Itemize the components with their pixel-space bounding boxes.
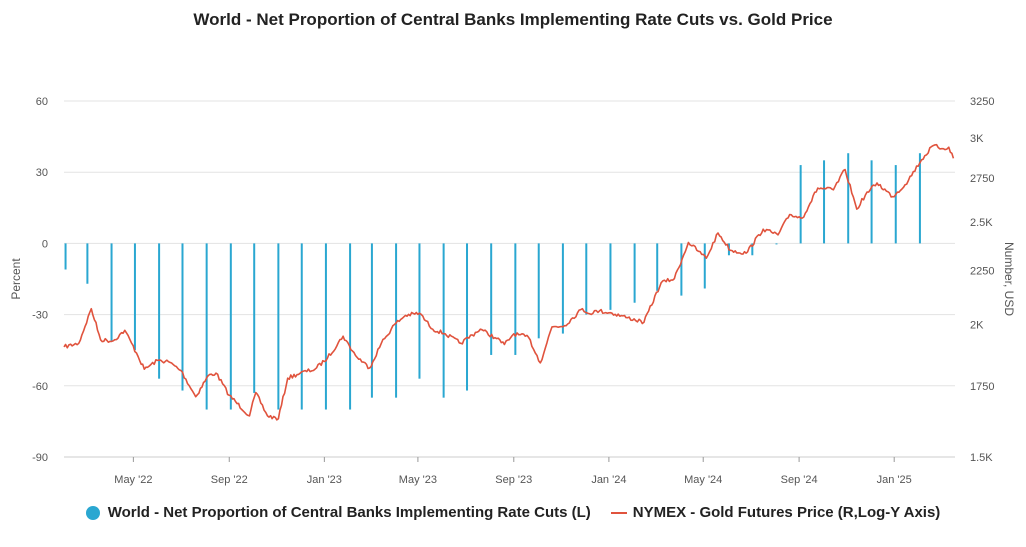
x-tick-label: Sep '23: [495, 474, 532, 486]
bar: [86, 243, 89, 284]
bar: [133, 243, 136, 351]
x-tick-label: May '23: [399, 474, 437, 486]
bar: [253, 243, 256, 393]
bar: [490, 243, 493, 355]
x-tick-label: May '24: [684, 474, 722, 486]
legend: World - Net Proportion of Central Banks …: [0, 504, 1026, 521]
grid-layer: [64, 100, 955, 458]
y-tick-label-right: 1750: [970, 381, 994, 393]
bar: [349, 243, 352, 410]
bar: [324, 243, 327, 410]
bar: [277, 243, 280, 410]
y-tick-label-left: -30: [32, 310, 48, 322]
bar: [466, 243, 469, 391]
bar: [870, 160, 873, 244]
x-tick-label: Sep '22: [211, 474, 248, 486]
bar: [703, 243, 706, 289]
gold-price-line: [63, 143, 955, 421]
bar: [395, 243, 398, 398]
line-series: [63, 143, 955, 421]
y-tick-label-right: 2K: [970, 320, 984, 332]
bar: [656, 243, 659, 291]
y-tick-label-right: 1.5K: [970, 452, 993, 464]
bar: [680, 243, 683, 296]
bar: [775, 243, 778, 245]
bar: [823, 160, 826, 244]
bar: [64, 243, 67, 270]
y-tick-label-left: -60: [32, 381, 48, 393]
bar: [561, 243, 564, 334]
y-tick-label-right: 2750: [970, 173, 994, 185]
bar: [181, 243, 184, 391]
y-tick-label-right: 3250: [970, 96, 994, 108]
legend-line-icon: [610, 511, 627, 514]
y-tick-label-left: 30: [36, 167, 48, 179]
bar: [894, 165, 897, 244]
bar: [918, 153, 921, 244]
bar: [751, 243, 754, 256]
axis-layer: 60 30 0 -30 -60 -90 3250 3K 2750 2.5K 2250 2K 1750 1.…: [32, 96, 994, 486]
x-tick-label: Jan '23: [307, 474, 342, 486]
bar: [205, 243, 208, 410]
bar: [229, 243, 232, 410]
x-tick-label: May '22: [114, 474, 152, 486]
bar: [418, 243, 421, 379]
bar: [633, 243, 636, 303]
legend-label-gold: NYMEX - Gold Futures Price (R,Log-Y Axis…: [632, 504, 941, 521]
x-tick-label: Sep '24: [781, 474, 818, 486]
bar: [537, 243, 540, 339]
y-tick-label-left: 0: [42, 238, 48, 250]
legend-item-rate-cuts[interactable]: World - Net Proportion of Central Banks …: [85, 504, 591, 521]
bar: [799, 165, 802, 244]
bar: [110, 243, 113, 341]
x-tick-label: Jan '24: [591, 474, 626, 486]
legend-label-rate-cuts: World - Net Proportion of Central Banks …: [107, 504, 591, 521]
bar: [847, 153, 850, 244]
y-tick-label-left: 60: [36, 96, 48, 108]
bar-series: [64, 153, 921, 410]
bar: [158, 243, 161, 379]
bar: [514, 243, 517, 355]
y-tick-label-right: 3K: [970, 133, 984, 145]
bar: [370, 243, 373, 398]
y-tick-label-right: 2.5K: [970, 217, 993, 229]
legend-circle-icon: [85, 505, 100, 520]
x-tick-label: Jan '25: [877, 474, 912, 486]
y-tick-label-left: -90: [32, 452, 48, 464]
y-axis-label-right: Number, USD: [1002, 242, 1016, 316]
chart-title: World - Net Proportion of Central Banks …: [193, 10, 833, 29]
bar: [609, 243, 612, 310]
legend-item-gold[interactable]: NYMEX - Gold Futures Price (R,Log-Y Axis…: [610, 504, 941, 521]
bar: [585, 243, 588, 315]
y-axis-label-left: Percent: [9, 258, 23, 300]
bar: [442, 243, 445, 398]
y-tick-label-right: 2250: [970, 265, 994, 277]
bar: [300, 243, 303, 410]
